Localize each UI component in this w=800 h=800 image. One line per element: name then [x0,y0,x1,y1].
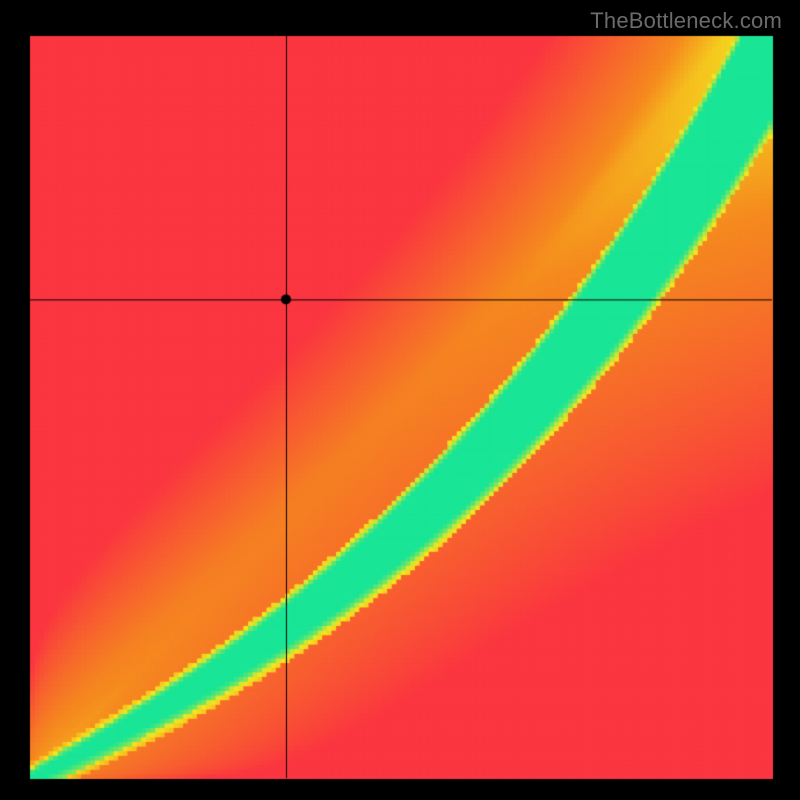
watermark-text: TheBottleneck.com [590,8,782,34]
chart-container: TheBottleneck.com [0,0,800,800]
bottleneck-heatmap [0,0,800,800]
